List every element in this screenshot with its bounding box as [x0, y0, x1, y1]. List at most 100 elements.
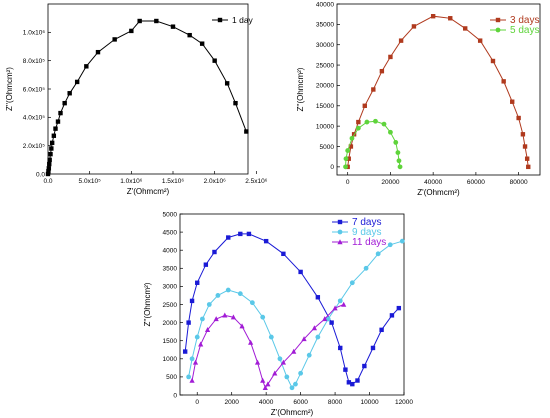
x-axis-label-3: Z'(Ohmcm²)	[271, 408, 314, 417]
data-point-3-0-5	[212, 249, 217, 255]
data-point-3-0-4	[203, 262, 209, 267]
data-point-3-0-19	[362, 363, 367, 369]
data-point-3-0-14	[338, 345, 343, 351]
data-point-3-1-3	[200, 316, 205, 322]
series-line-2-1	[345, 120, 401, 167]
data-point-3-2-1	[192, 359, 199, 365]
data-point-3-1-14	[293, 381, 298, 387]
data-point-2-0-6	[371, 87, 376, 92]
legend-label-2-1: 5 days	[510, 25, 539, 36]
y-tick-label-2-7: 35000	[316, 22, 334, 29]
series-line-3-1	[188, 240, 403, 389]
data-point-3-2-13	[272, 370, 278, 376]
data-point-3-2-12	[265, 381, 271, 387]
data-point-3-1-4	[206, 302, 212, 307]
data-point-3-2-5	[222, 312, 228, 318]
data-point-2-0-16	[501, 79, 506, 84]
data-point-1-0-11	[58, 110, 63, 116]
data-point-1-0-7	[49, 140, 55, 146]
data-point-3-2-6	[230, 314, 237, 320]
data-point-1-0-21	[170, 24, 176, 29]
data-point-2-0-8	[388, 54, 393, 60]
data-point-3-0-22	[389, 313, 395, 318]
data-point-1-0-6	[49, 146, 54, 151]
data-point-1-0-23	[199, 41, 205, 46]
data-point-2-0-19	[520, 132, 526, 137]
data-point-3-0-12	[315, 295, 321, 300]
plot-frame-1	[47, 3, 249, 175]
data-point-1-0-16	[95, 49, 101, 55]
data-point-3-1-1	[189, 356, 195, 362]
data-point-2-1-6	[373, 118, 378, 124]
y-tick-label-2-2: 10000	[316, 123, 334, 130]
data-point-3-0-16	[346, 380, 352, 385]
data-point-3-1-22	[375, 251, 381, 257]
data-point-1-0-13	[67, 91, 72, 96]
series-line-3-0	[184, 233, 400, 385]
x-tick-label-3-1: 2000	[224, 399, 239, 406]
x-tick-label-1-2: 1.0x10⁶	[120, 178, 143, 185]
data-point-3-0-17	[350, 381, 355, 387]
y-tick-label-2-1: 5000	[320, 144, 335, 151]
data-point-3-2-0	[189, 377, 195, 383]
data-point-3-1-6	[225, 287, 231, 293]
data-point-2-0-9	[398, 38, 404, 43]
x-tick-label-1-5: 2.5x10⁶	[245, 178, 268, 185]
data-point-3-2-17	[311, 325, 317, 331]
y-tick-label-1-5: 1.0x10⁶	[23, 30, 46, 37]
data-point-3-0-13	[329, 320, 334, 325]
y-tick-label-3-8: 4000	[163, 248, 178, 255]
data-point-2-0-10	[411, 24, 417, 29]
data-point-3-2-8	[248, 339, 254, 345]
data-point-3-1-23	[387, 242, 393, 248]
data-point-3-0-3	[195, 280, 200, 285]
data-point-3-0-9	[263, 238, 269, 244]
y-tick-label-3-5: 2500	[163, 302, 178, 309]
data-point-3-1-8	[249, 300, 255, 306]
legend-marker-3-0	[337, 219, 343, 225]
data-point-2-1-12	[397, 164, 403, 170]
legend-label-3-0: 7 days	[352, 217, 381, 228]
data-point-3-1-24	[399, 238, 405, 244]
y-tick-label-1-2: 4.0x10⁵	[23, 115, 46, 122]
data-point-2-0-15	[490, 58, 496, 64]
y-tick-label-1-4: 8.0x10⁵	[23, 58, 46, 65]
data-point-1-0-10	[55, 119, 61, 124]
data-point-3-1-11	[277, 356, 283, 362]
data-point-3-0-1	[186, 320, 191, 325]
x-axis-label-1: Z'(Ohmcm²)	[127, 187, 170, 196]
data-point-1-0-9	[53, 126, 58, 131]
data-point-1-0-4	[47, 157, 52, 163]
data-point-3-1-15	[298, 370, 304, 376]
data-point-3-0-0	[182, 349, 188, 354]
data-point-1-0-5	[48, 151, 53, 157]
x-tick-label-3-6: 12000	[395, 399, 413, 406]
data-point-3-1-17	[315, 334, 321, 340]
x-tick-label-1-0: 0.0	[43, 178, 52, 185]
data-point-3-1-5	[215, 293, 221, 298]
data-point-3-0-18	[355, 378, 360, 383]
plot-frame-2	[336, 3, 541, 176]
data-point-3-0-20	[370, 345, 376, 351]
y-tick-label-3-1: 500	[166, 374, 177, 381]
data-point-3-1-16	[306, 352, 312, 358]
data-point-3-2-7	[239, 323, 245, 329]
data-point-1-0-14	[74, 79, 80, 85]
data-point-3-2-20	[341, 301, 347, 307]
x-tick-label-2-1: 20000	[381, 179, 399, 186]
x-tick-label-2-0: 0	[346, 179, 350, 186]
data-point-1-0-2	[46, 166, 52, 171]
series-line-3-2	[191, 304, 344, 389]
legend-marker-2-0	[495, 17, 501, 23]
data-point-2-0-4	[356, 119, 361, 125]
data-point-3-1-12	[284, 374, 290, 380]
data-point-2-1-0	[343, 164, 348, 170]
y-axis-label-3: Z''(Ohmcm²)	[143, 282, 152, 326]
y-tick-label-3-6: 3000	[163, 284, 178, 291]
y-tick-label-2-6: 30000	[316, 42, 334, 49]
y-tick-label-2-8: 40000	[316, 1, 334, 8]
data-point-2-1-9	[393, 140, 399, 145]
data-point-3-2-14	[280, 359, 286, 365]
x-axis-label-2: Z'(Ohmcm²)	[417, 188, 460, 197]
